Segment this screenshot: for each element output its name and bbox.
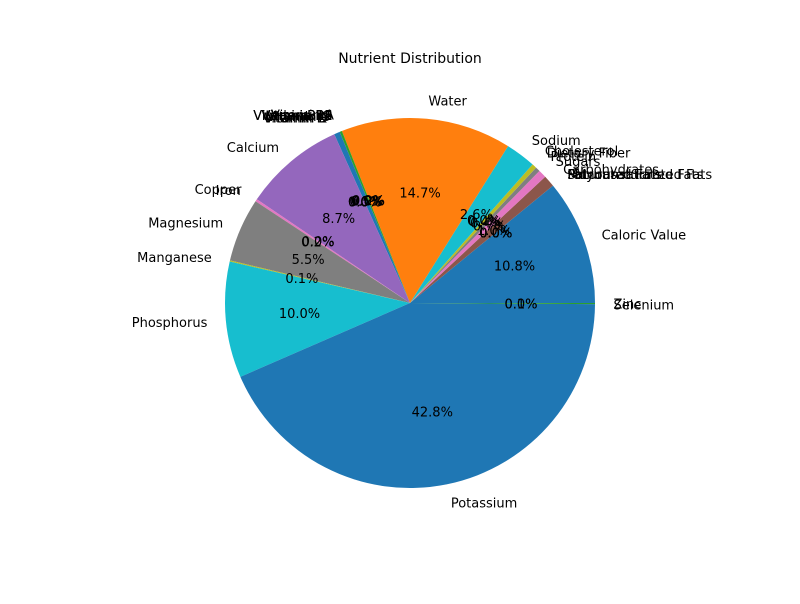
percentage-label-selenium: 0.0% [504,298,537,313]
pie-slice-calcium [256,134,410,303]
pie-slice-water [341,118,509,304]
percentage-label-vitamin-b11: 0.0% [351,194,384,209]
percentage-label-vitamin-b6: 0.0% [351,194,384,209]
percentage-label-monounsaturated-fats: 0.0% [479,227,512,242]
percentage-label-vitamin-k: 0.0% [348,196,381,211]
percentage-label-vitamin-c: 0.5% [350,195,383,210]
slice-label-fat: Fat [567,168,586,183]
slice-label-vitamin-b2: Vitamin B2 [262,109,333,124]
slice-label-sodium: Sodium [532,134,581,149]
percentage-label-copper: 0.0% [302,235,335,250]
pie-slice-protein [410,167,540,303]
percentage-label-cholesterol: 0.0% [467,214,500,229]
slice-label-selenium: Selenium [613,298,674,313]
percentage-label-manganese: 0.1% [285,272,318,287]
slice-label-saturated-fats: Saturated Fats [567,168,662,183]
percentage-label-vitamin-a: 0.2% [352,194,385,209]
slice-label-carbohydrates: Carbohydrates [563,163,659,178]
percentage-label-vitamin-b5: 0.0% [351,194,384,209]
percentage-label-sugars: 0.7% [473,219,506,234]
slice-label-polyunsaturated-fats: Polyunsaturated Fats [567,168,703,183]
percentage-label-vitamin-e: 0.0% [348,196,381,211]
slice-label-water: Water [428,94,467,109]
pie-slice-carbohydrates [410,176,553,303]
pie-slice-iron [255,199,410,303]
pie-slice-potassium [240,303,595,488]
percentage-label-iron: 0.2% [301,235,334,250]
pie-slice-zinc [410,303,595,305]
slice-label-vitamin-b1: Vitamin B1 [262,109,333,124]
pie-slice-dietary-fiber [410,164,537,303]
percentage-label-polyunsaturated-fats: 0.0% [479,227,512,242]
slice-label-caloric-value: Caloric Value [602,228,687,243]
pie-slice-vitamin-a [339,131,410,303]
slice-label-vitamin-c: Vitamin C [267,110,330,125]
slice-label-vitamin-b6: Vitamin B6 [262,109,333,124]
pie-slice-phosphorus [225,261,410,377]
percentage-label-vitamin-b3: 0.0% [351,194,384,209]
slice-label-copper: Copper [195,183,243,198]
slice-label-cholesterol: Cholesterol [545,145,618,160]
percentage-label-potassium: 42.8% [412,406,453,421]
percentage-label-vitamin-b12: 0.0% [351,194,384,209]
pie-slice-caloric-value [410,185,595,303]
pie-slice-vitamin-c [334,131,410,303]
slice-label-protein: Protein [551,150,597,165]
slice-label-potassium: Potassium [451,496,517,511]
slice-label-vitamin-b3: Vitamin B3 [262,109,333,124]
slice-label-manganese: Manganese [137,251,212,266]
slice-label-dietary-fiber: Dietary Fiber [547,146,631,161]
slice-label-calcium: Calcium [227,141,279,156]
slice-label-vitamin-a: Vitamin A [271,108,334,123]
slice-label-vitamin-e: Vitamin E [265,111,327,126]
percentage-label-zinc: 0.1% [504,297,537,312]
slice-label-vitamin-k: Vitamin K [264,111,327,126]
slice-label-vitamin-b5: Vitamin B5 [262,109,333,124]
percentage-label-water: 14.7% [399,186,440,201]
percentage-label-vitamin-d: 0.0% [348,196,381,211]
percentage-label-sodium: 2.6% [460,208,493,223]
percentage-labels: 10.8%0.0%0.0%0.0%0.0%1.0%0.7%0.4%0.4%0.0… [279,186,538,420]
percentage-label-vitamin-b1: 0.0% [351,194,384,209]
slice-label-iron: Iron [216,184,241,199]
percentage-label-phosphorus: 10.0% [279,307,320,322]
percentage-label-saturated-fats: 0.0% [479,227,512,242]
chart-title: Nutrient Distribution [338,51,482,67]
percentage-label-dietary-fiber: 0.4% [468,215,501,230]
slice-label-magnesium: Magnesium [148,216,223,231]
percentage-label-vitamin-b2: 0.0% [351,194,384,209]
percentage-label-caloric-value: 10.8% [494,260,535,275]
slice-label-phosphorus: Phosphorus [132,316,208,331]
slice-label-zinc: Zinc [613,298,641,313]
pie-slice-magnesium [229,201,410,303]
percentage-label-carbohydrates: 1.0% [477,224,510,239]
slice-label-vitamin-d: Vitamin D [263,111,327,126]
percentage-label-protein: 0.4% [470,217,503,232]
pie-slices [225,118,595,488]
slice-label-vitamin-b12: Vitamin B12 [253,109,332,124]
percentage-label-magnesium: 5.5% [292,253,325,268]
slice-label-monounsaturated-fats: Monounsaturated Fats [567,168,712,183]
pie-slice-sugars [410,170,546,303]
pie-slice-manganese [229,260,410,303]
slice-label-sugars: Sugars [556,155,601,170]
pie-slice-sodium [410,146,533,303]
percentage-label-calcium: 8.7% [322,212,355,227]
percentage-label-fat: 0.0% [479,227,512,242]
slice-label-vitamin-b11: Vitamin B11 [253,109,332,124]
